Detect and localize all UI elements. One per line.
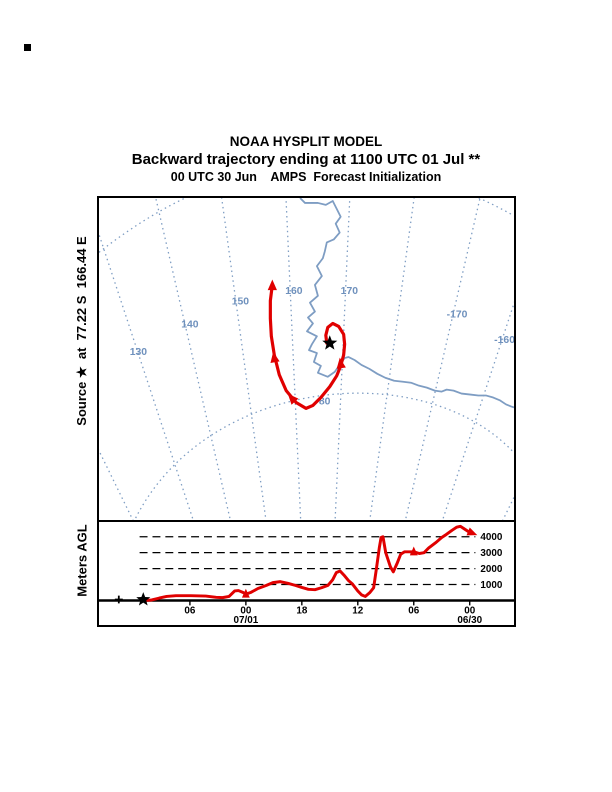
coastline-path (299, 198, 514, 409)
height-marker-icon (241, 588, 250, 598)
trajectory-arrowhead-icon (336, 357, 346, 369)
trajectory-arrowhead-icon (267, 279, 277, 291)
trajectory-arrowhead-icon (287, 393, 299, 405)
end-arrowhead-icon (466, 527, 478, 536)
time-tick-label: 00 (240, 606, 252, 617)
profile-star-icon (136, 592, 151, 606)
height-series-path (141, 524, 471, 602)
altitude-gridline-label: 4000 (480, 532, 503, 543)
meridian-line (221, 198, 267, 520)
time-tick-label: 12 (352, 606, 364, 617)
meridian-line (99, 449, 134, 520)
altitude-gridline-label: 3000 (480, 548, 503, 559)
source-location-label: Source ★ at 77.22 S 166.44 E (74, 236, 89, 426)
model-title: NOAA HYSPLIT MODEL (229, 134, 383, 149)
meridian-label: 140 (181, 319, 199, 330)
meridian-label: 160 (285, 286, 303, 297)
source-star-icon (322, 335, 338, 350)
meridian-line (334, 198, 351, 520)
corner-mark (24, 44, 31, 51)
meridian-line (155, 198, 231, 520)
meridian-line (404, 198, 481, 520)
time-tick-label: 06 (184, 606, 196, 617)
meridian-line (99, 232, 194, 520)
meridian-label: 150 (232, 297, 250, 308)
date-label: 07/01 (233, 615, 258, 625)
date-label: 06/30 (457, 615, 482, 625)
altitude-gridline-label: 2000 (480, 564, 503, 575)
meters-agl-label: Meters AGL (74, 524, 90, 597)
altitude-gridline-label: 1000 (480, 580, 503, 591)
latitude-label: 80 (319, 396, 331, 407)
initialization-subtitle: 00 UTC 30 Jun AMPS Forecast Initializati… (170, 170, 442, 184)
time-tick-label: 00 (464, 606, 476, 617)
altitude-panel: 4000 3000 2000 1000 06 00 07/01 18 12 06 00 06/30 (97, 522, 516, 627)
meridian-label: 170 (341, 286, 359, 297)
time-tick-label: 18 (296, 606, 308, 617)
height-marker-icon (409, 546, 418, 556)
latitude-arc (99, 198, 514, 253)
trajectory-path (268, 283, 347, 410)
trajectory-map-svg: 130 140 150 160 170 -170 -160 80 (99, 198, 514, 520)
trajectory-title: Backward trajectory ending at 1100 UTC 0… (131, 151, 481, 168)
title-block: NOAA HYSPLIT MODEL Backward trajectory e… (0, 133, 612, 186)
plus-marker-icon (114, 595, 123, 604)
time-tick-label: 06 (408, 606, 420, 617)
meridian-line (369, 198, 415, 520)
meridian-line (285, 198, 302, 520)
meridian-label: -160 (494, 335, 514, 346)
trajectory-arrowhead-icon (270, 351, 280, 363)
latitude-arc (135, 392, 514, 519)
meridian-label: -170 (447, 310, 468, 321)
meridian-label: 130 (130, 347, 148, 358)
map-panel: 130 140 150 160 170 -170 -160 80 (97, 196, 516, 522)
